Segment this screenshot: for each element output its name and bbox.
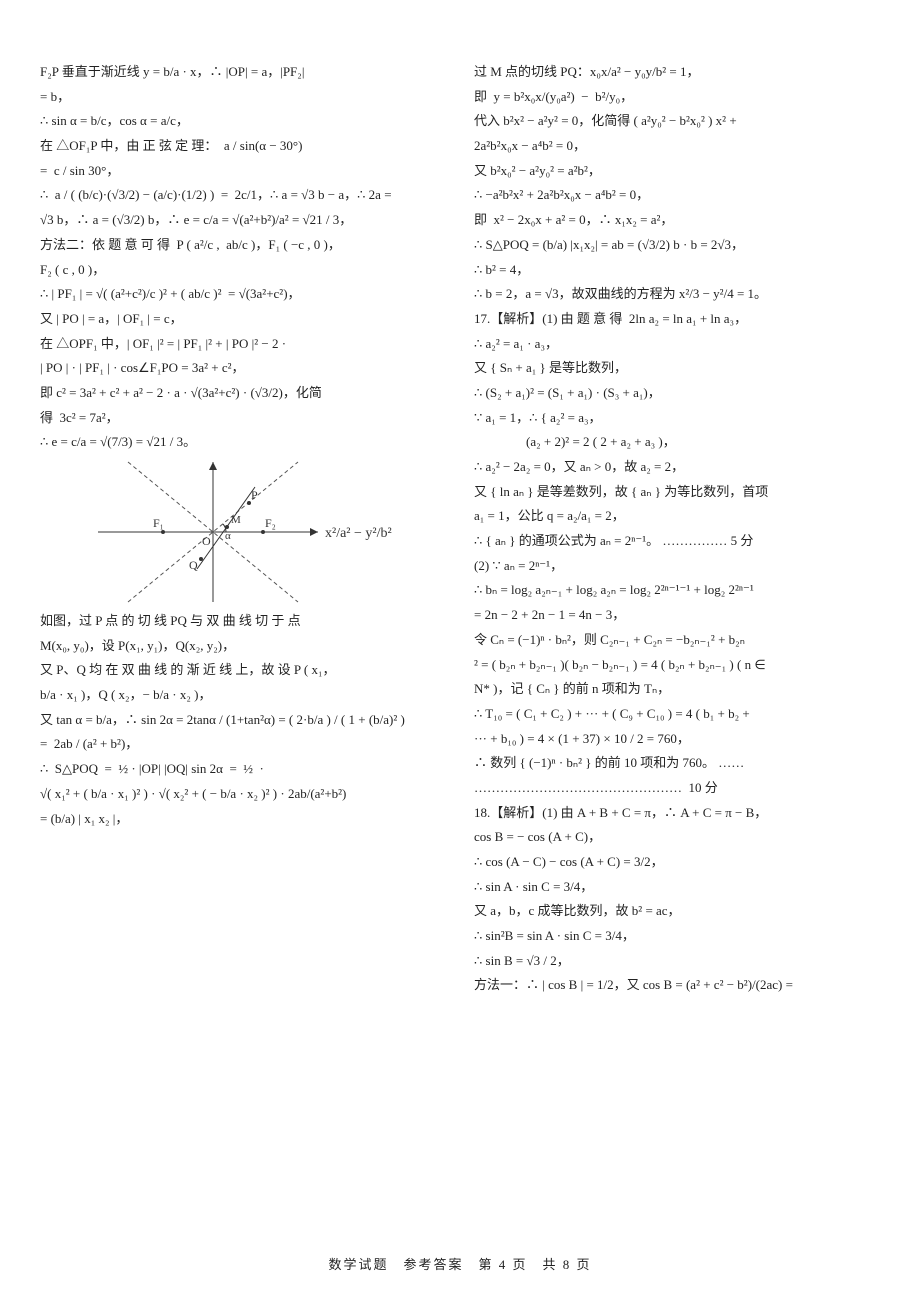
label-F2: F₂: [265, 516, 276, 530]
text-line: √( x₁² + ( b/a · x₁ )² ) · √( x₂² + ( − …: [40, 782, 446, 807]
text-line: a₁ = 1，公比 q = a₂/a₁ = 2，: [474, 504, 880, 529]
text-line: 18.【解析】(1) 由 A + B + C = π，∴ A + C = π −…: [474, 801, 880, 826]
text-line: 在 △OPF₁ 中，| OF₁ |² = | PF₁ |² + | PO |² …: [40, 332, 446, 357]
text-line: √3 b，∴ a = (√3/2) b，∴ e = c/a = √(a²+b²)…: [40, 208, 446, 233]
label-Q: Q: [189, 558, 198, 572]
hyperbola-figure: F₁ F₂ O P Q M α x²/a² − y²/b² = 1: [93, 457, 393, 607]
text-line: 又 a，b，c 成等比数列，故 b² = ac，: [474, 899, 880, 924]
text-line: F₂P 垂直于渐近线 y = b/a · x，∴ |OP| = a，|PF₂|: [40, 60, 446, 85]
text-line: 又 b²x₀² − a²y₀² = a²b²，: [474, 159, 880, 184]
text-line: 方法二：依 题 意 可 得 P ( a²/c , ab/c )，F₁ ( −c …: [40, 233, 446, 258]
text-line: ∴ 数列 { (−1)ⁿ · bₙ² } 的前 10 项和为 760。 ……: [474, 751, 880, 776]
text-line: F₂ ( c , 0 )，: [40, 258, 446, 283]
text-line: = 2ab / (a² + b²)，: [40, 732, 446, 757]
text-line: ∴ sin α = b/c，cos α = a/c，: [40, 109, 446, 134]
label-alpha: α: [225, 530, 231, 542]
text-line: ∴ sin B = √3 / 2，: [474, 949, 880, 974]
text-line: ∴ a₂² = a₁ · a₃，: [474, 332, 880, 357]
text-line: = (b/a) | x₁ x₂ |，: [40, 807, 446, 832]
label-F1: F₁: [153, 516, 164, 530]
text-line: | PO | · | PF₁ | · cos∠F₁PO = 3a² + c²，: [40, 356, 446, 381]
text-line: ∴ e = c/a = √(7/3) = √21 / 3。: [40, 430, 446, 455]
text-line: 方法一：∴ | cos B | = 1/2，又 cos B = (a² + c²…: [474, 973, 880, 998]
text-line: 又 | PO | = a，| OF₁ | = c，: [40, 307, 446, 332]
text-line: (2) ∵ aₙ = 2ⁿ⁻¹，: [474, 554, 880, 579]
right-part1: 过 M 点的切线 PQ：x₀x/a² − y₀y/b² = 1，即 y = b²…: [474, 60, 880, 307]
text-line: 过 M 点的切线 PQ：x₀x/a² − y₀y/b² = 1，: [474, 60, 880, 85]
label-M: M: [231, 514, 241, 526]
text-line: = b，: [40, 85, 446, 110]
text-line: ∴ { aₙ } 的通项公式为 aₙ = 2ⁿ⁻¹。 …………… 5 分: [474, 529, 880, 554]
text-line: 代入 b²x² − a²y² = 0，化简得 ( a²y₀² − b²x₀² )…: [474, 109, 880, 134]
question-17: 17.【解析】(1) 由 题 意 得 2ln a₂ = ln a₁ + ln a…: [474, 307, 880, 801]
text-line: ∴ sin A · sin C = 3/4，: [474, 875, 880, 900]
text-line: 即 c² = 3a² + c² + a² − 2 · a · √(3a²+c²)…: [40, 381, 446, 406]
text-line: ………………………………………… 10 分: [474, 776, 880, 801]
text-line: ∴ T₁₀ = ( C₁ + C₂ ) + ··· + ( C₉ + C₁₀ )…: [474, 702, 880, 727]
label-O: O: [202, 534, 211, 548]
text-line: 得 3c² = 7a²，: [40, 406, 446, 431]
text-line: 又 { ln aₙ } 是等差数列，故 { aₙ } 为等比数列，首项: [474, 480, 880, 505]
text-line: N* )，记 { Cₙ } 的前 n 项和为 Tₙ，: [474, 677, 880, 702]
text-line: ∴ b = 2，a = √3，故双曲线的方程为 x²/3 − y²/4 = 1。: [474, 282, 880, 307]
text-line: ∴ (S₂ + a₁)² = (S₁ + a₁) · (S₃ + a₁)，: [474, 381, 880, 406]
label-P: P: [251, 488, 258, 502]
text-line: ∴ S△POQ = ½ · |OP| |OQ| sin 2α = ½ ·: [40, 757, 446, 782]
question-18: 18.【解析】(1) 由 A + B + C = π，∴ A + C = π −…: [474, 801, 880, 999]
text-line: ∴ a₂² − 2a₂ = 0，又 aₙ > 0，故 a₂ = 2，: [474, 455, 880, 480]
left-part1: F₂P 垂直于渐近线 y = b/a · x，∴ |OP| = a，|PF₂|=…: [40, 60, 446, 455]
text-line: ∴ sin²B = sin A · sin C = 3/4，: [474, 924, 880, 949]
text-line: 即 x² − 2x₀x + a² = 0，∴ x₁x₂ = a²，: [474, 208, 880, 233]
text-line: ∴ | PF₁ | = √( (a²+c²)/c )² + ( ab/c )² …: [40, 282, 446, 307]
text-line: ∴ −a²b²x² + 2a²b²x₀x − a⁴b² = 0，: [474, 183, 880, 208]
text-line: M(x₀, y₀)，设 P(x₁, y₁)，Q(x₂, y₂)，: [40, 634, 446, 659]
text-line: 又 tan α = b/a，∴ sin 2α = 2tanα / (1+tan²…: [40, 708, 446, 733]
text-line: ∴ cos (A − C) − cos (A + C) = 3/2，: [474, 850, 880, 875]
text-line: (a₂ + 2)² = 2 ( 2 + a₂ + a₃ )，: [474, 430, 880, 455]
text-line: 又 P、Q 均 在 双 曲 线 的 渐 近 线 上，故 设 P ( x₁，: [40, 658, 446, 683]
text-line: 令 Cₙ = (−1)ⁿ · bₙ²，则 C₂ₙ₋₁ + C₂ₙ = −b₂ₙ₋…: [474, 628, 880, 653]
left-part2: 如图，过 P 点 的 切 线 PQ 与 双 曲 线 切 于 点M(x₀, y₀)…: [40, 609, 446, 831]
text-line: 即 y = b²x₀x/(y₀a²) − b²/y₀，: [474, 85, 880, 110]
page-footer: 数学试题 参考答案 第 4 页 共 8 页: [0, 1253, 920, 1278]
text-line: 在 △OF₁P 中，由 正 弦 定 理： a / sin(α − 30°): [40, 134, 446, 159]
text-line: 如图，过 P 点 的 切 线 PQ 与 双 曲 线 切 于 点: [40, 609, 446, 634]
text-line: ∴ a / ( (b/c)·(√3/2) − (a/c)·(1/2) ) = 2…: [40, 183, 446, 208]
text-line: 17.【解析】(1) 由 题 意 得 2ln a₂ = ln a₁ + ln a…: [474, 307, 880, 332]
text-line: b/a · x₁ )，Q ( x₂，− b/a · x₂ )，: [40, 683, 446, 708]
text-line: ∵ a₁ = 1，∴ { a₂² = a₃，: [474, 406, 880, 431]
text-line: 2a²b²x₀x − a⁴b² = 0，: [474, 134, 880, 159]
text-line: cos B = − cos (A + C)，: [474, 825, 880, 850]
text-line: = 2n − 2 + 2n − 1 = 4n − 3，: [474, 603, 880, 628]
text-line: 又 { Sₙ + a₁ } 是等比数列，: [474, 356, 880, 381]
text-line: = c / sin 30°，: [40, 159, 446, 184]
left-column: F₂P 垂直于渐近线 y = b/a · x，∴ |OP| = a，|PF₂|=…: [40, 60, 446, 1220]
text-line: ∴ bₙ = log₂ a₂ₙ₋₁ + log₂ a₂ₙ = log₂ 2²ⁿ⁻…: [474, 578, 880, 603]
text-line: ∴ S△POQ = (b/a) |x₁x₂| = ab = (√3/2) b ·…: [474, 233, 880, 258]
text-line: ··· + b₁₀ ) = 4 × (1 + 37) × 10 / 2 = 76…: [474, 727, 880, 752]
text-line: ² = ( b₂ₙ + b₂ₙ₋₁ )( b₂ₙ − b₂ₙ₋₁ ) = 4 (…: [474, 653, 880, 678]
right-column: 过 M 点的切线 PQ：x₀x/a² − y₀y/b² = 1，即 y = b²…: [474, 60, 880, 1220]
text-line: ∴ b² = 4，: [474, 258, 880, 283]
figure-equation: x²/a² − y²/b² = 1: [325, 526, 393, 541]
